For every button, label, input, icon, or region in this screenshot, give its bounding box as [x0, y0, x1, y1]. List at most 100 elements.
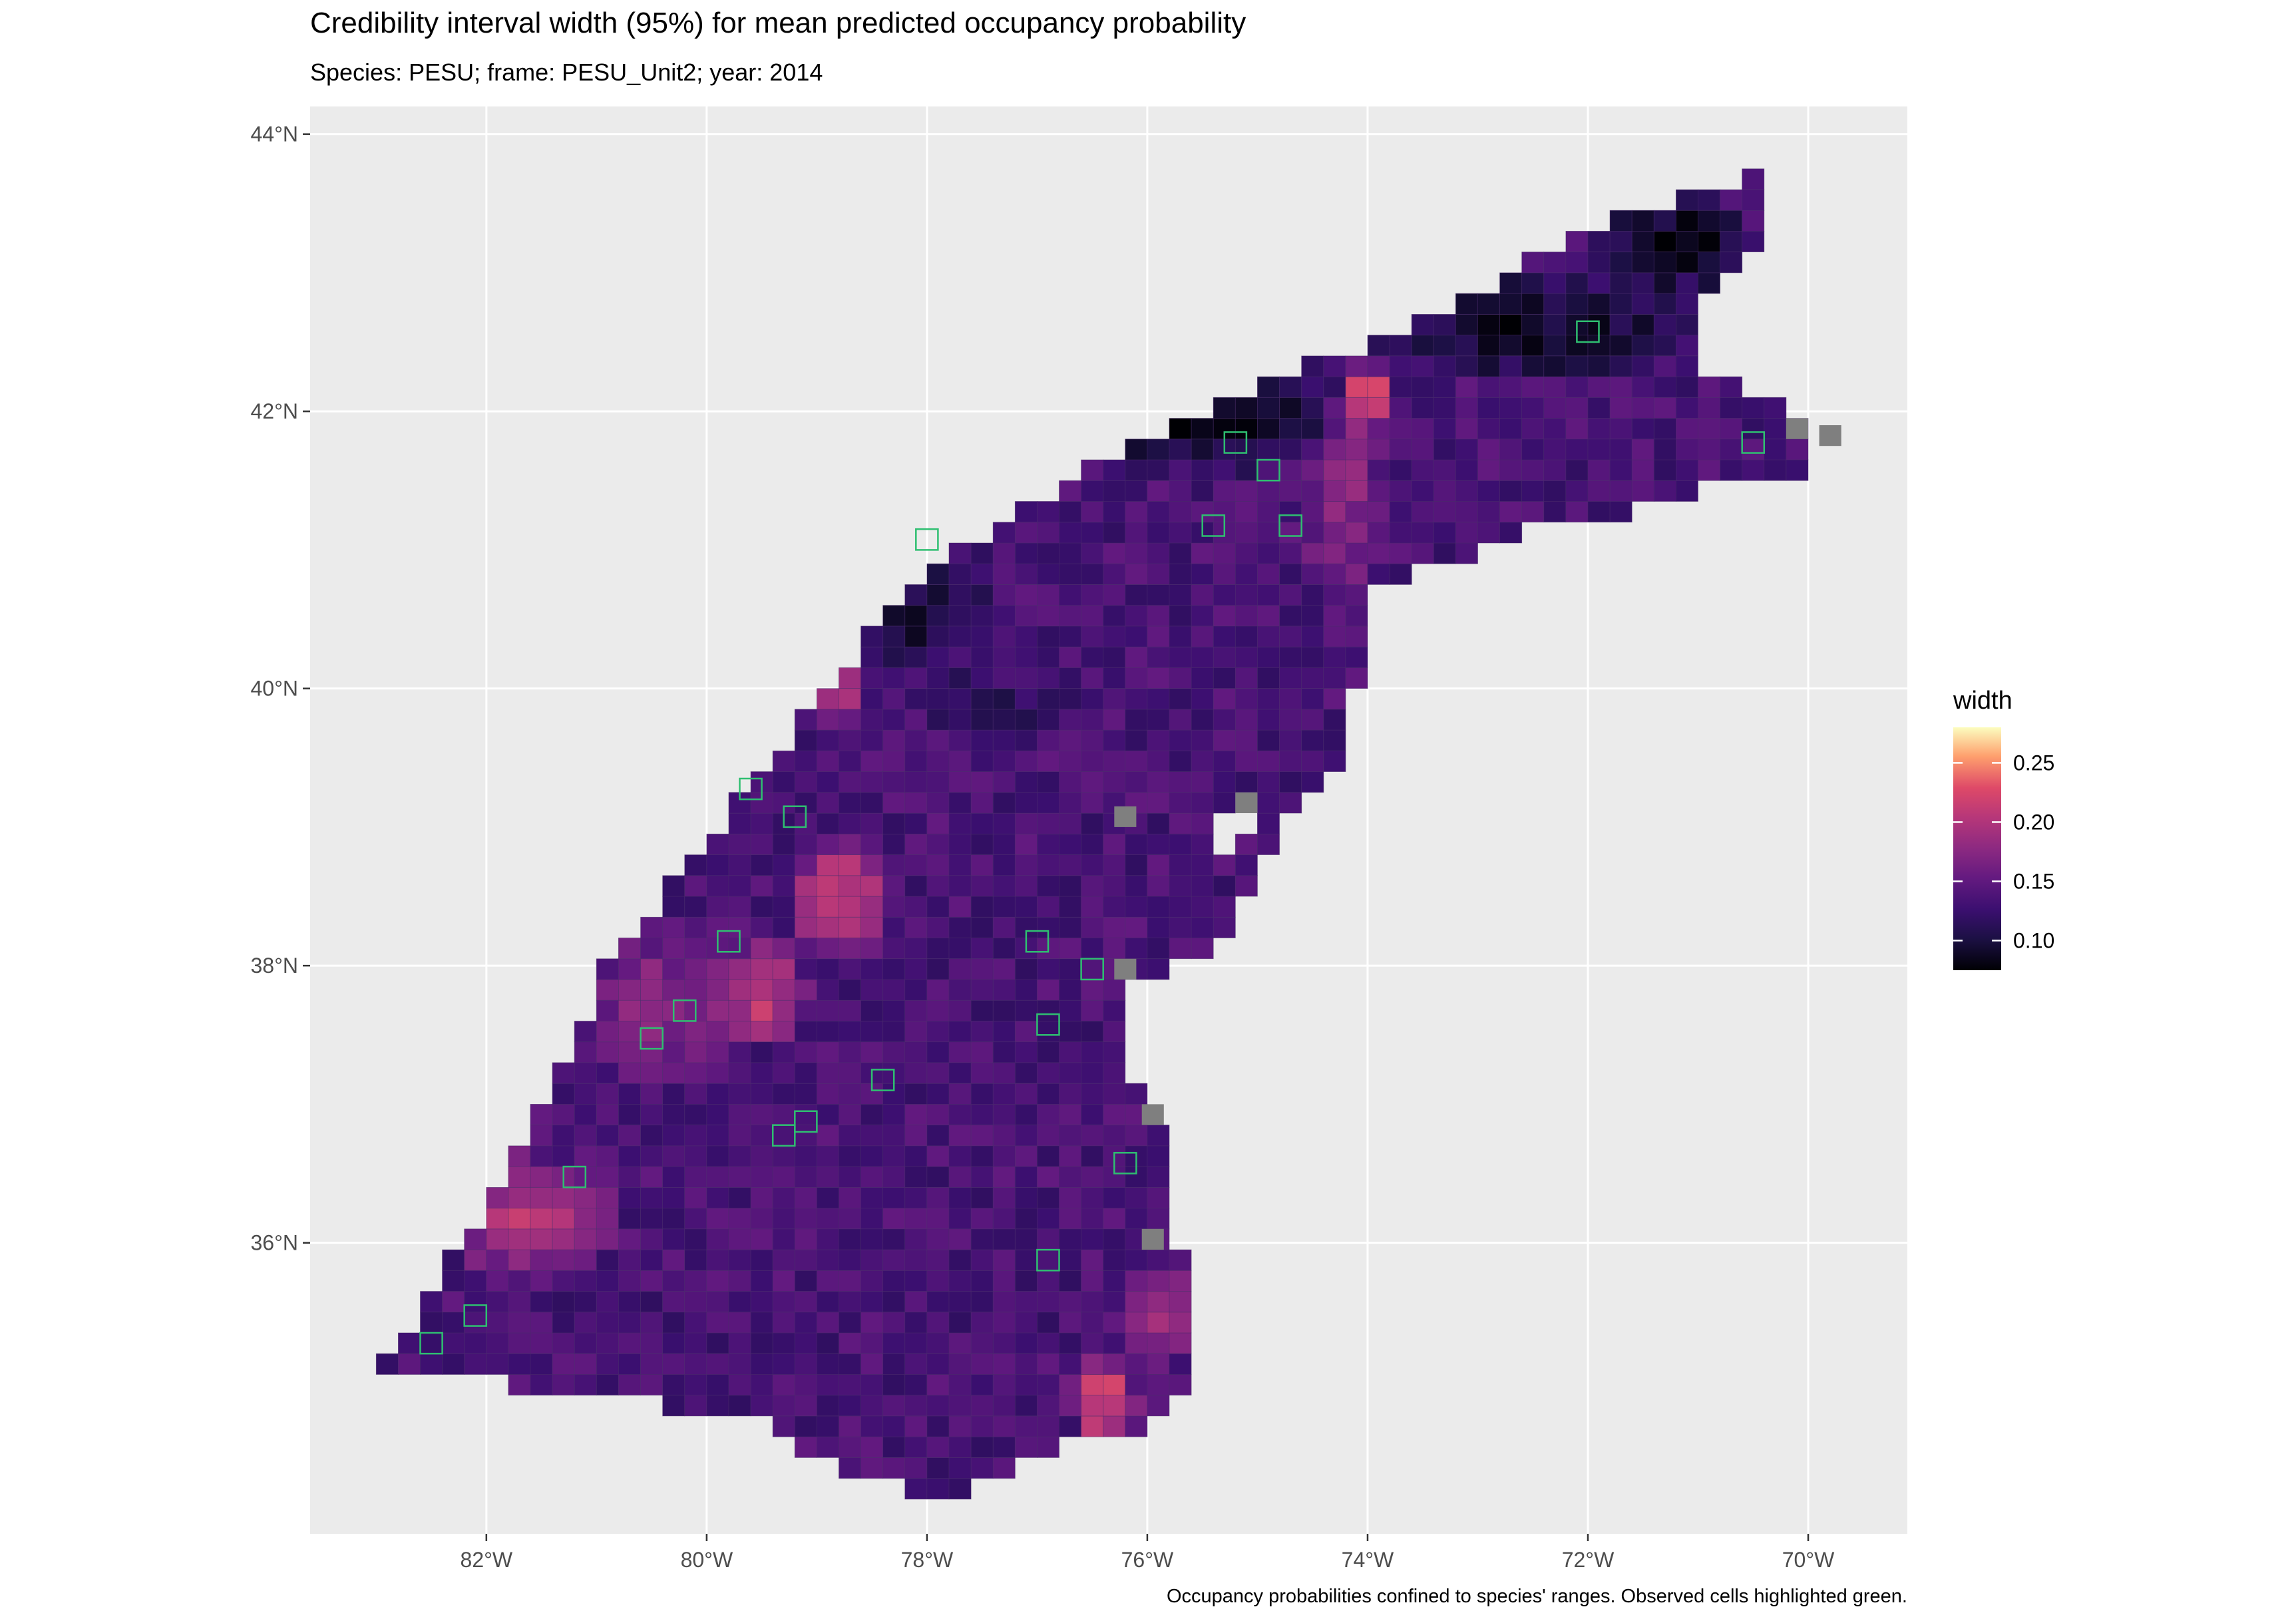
map-cell [1103, 480, 1126, 502]
map-cell [948, 1187, 972, 1209]
map-cell [640, 1021, 664, 1043]
map-cell [1059, 501, 1081, 523]
map-cell [1147, 1145, 1170, 1167]
map-cell [1653, 397, 1676, 419]
map-cell [640, 1353, 664, 1375]
map-cell [1257, 439, 1280, 460]
map-cell [1081, 812, 1104, 834]
map-cell [1014, 688, 1038, 710]
map-cell [1125, 751, 1148, 773]
map-cell [992, 522, 1016, 544]
map-cell [1565, 252, 1589, 273]
map-cell [1169, 1291, 1192, 1313]
map-cell [640, 979, 664, 1001]
map-cell [1720, 376, 1743, 398]
map-cell [926, 1249, 950, 1271]
map-cell [839, 896, 861, 918]
map-cell [970, 1166, 994, 1188]
map-cell [1653, 230, 1676, 252]
map-cell [1213, 605, 1236, 627]
map-cell [1125, 938, 1148, 960]
map-cell [706, 1395, 729, 1417]
map-cell [1037, 1415, 1059, 1437]
map-cell [1235, 397, 1258, 419]
map-cell [1742, 418, 1765, 440]
map-cell [1059, 667, 1081, 689]
map-cell [1653, 313, 1676, 335]
map-cell [794, 1021, 817, 1043]
map-cell [1631, 313, 1654, 335]
map-cell [817, 833, 839, 855]
map-cell [1653, 459, 1676, 481]
map-cell [882, 688, 906, 710]
map-cell [618, 1353, 641, 1375]
map-cell [1147, 1166, 1170, 1188]
map-cell [948, 1457, 972, 1479]
map-cell [1698, 210, 1720, 232]
map-cell [904, 958, 928, 980]
map-cell [1037, 1104, 1059, 1126]
map-cell [948, 1436, 972, 1458]
map-cell [1389, 542, 1412, 564]
map-cell [662, 1208, 685, 1230]
map-cell [882, 1353, 906, 1375]
map-cell [1653, 418, 1676, 440]
map-cell [1037, 999, 1059, 1021]
map-cell [861, 1436, 884, 1458]
map-cell [728, 1083, 751, 1105]
map-cell [1543, 480, 1567, 502]
missing-cell [1235, 792, 1258, 813]
map-cell [618, 1249, 641, 1271]
map-cell [1367, 335, 1390, 357]
map-cell [1235, 605, 1258, 627]
map-cell [1213, 771, 1236, 793]
map-cell [772, 1353, 795, 1375]
map-cell [861, 1353, 884, 1375]
map-cell [839, 771, 861, 793]
map-cell [904, 916, 928, 938]
map-cell [948, 584, 972, 606]
map-cell [750, 958, 773, 980]
map-cell [1323, 418, 1346, 440]
map-cell [662, 1021, 685, 1043]
map-cell [508, 1353, 531, 1375]
map-cell [1433, 439, 1456, 460]
map-cell [1301, 459, 1324, 481]
map-cell [1059, 751, 1081, 773]
map-cell [1081, 999, 1104, 1021]
map-cell [904, 1395, 928, 1417]
map-cell [750, 1187, 773, 1209]
map-cell [728, 854, 751, 876]
map-cell [750, 1208, 773, 1230]
map-cell [1081, 1270, 1104, 1292]
map-cell [375, 1353, 399, 1375]
map-cell [1037, 1436, 1059, 1458]
map-cell [618, 979, 641, 1001]
map-cell [817, 1041, 839, 1063]
map-cell [1257, 688, 1280, 710]
map-cell [839, 1062, 861, 1084]
map-cell [861, 1457, 884, 1479]
map-cell [1125, 459, 1148, 481]
map-cell [596, 1062, 619, 1084]
map-cell [750, 1062, 773, 1084]
map-cell [926, 709, 950, 731]
map-cell [1037, 501, 1059, 523]
map-cell [1433, 542, 1456, 564]
map-cell [1037, 812, 1059, 834]
map-cell [684, 854, 707, 876]
map-cell [926, 1457, 950, 1479]
map-cell [882, 1125, 906, 1147]
map-cell [992, 812, 1016, 834]
map-cell [882, 896, 906, 918]
map-cell [1455, 459, 1478, 481]
map-cell [970, 854, 994, 876]
map-cell [1169, 854, 1192, 876]
map-cell [1191, 729, 1214, 751]
map-cell [817, 979, 839, 1001]
observed-cell [1201, 514, 1226, 537]
map-cell [1059, 938, 1081, 960]
map-cell [970, 1062, 994, 1084]
map-cell [1014, 1125, 1038, 1147]
map-cell [728, 1291, 751, 1313]
